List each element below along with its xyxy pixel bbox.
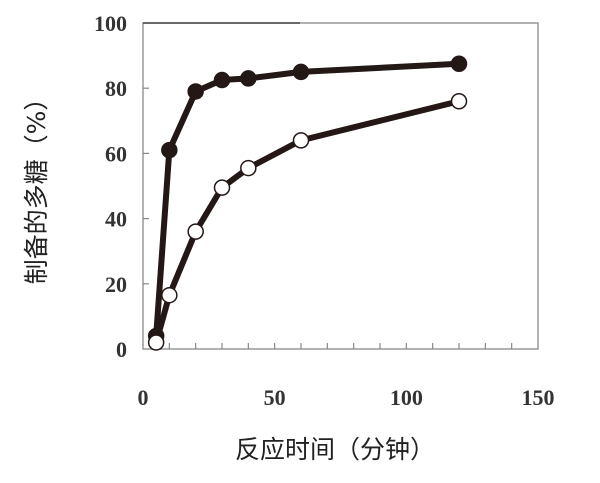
y-tick-label: 0 [116, 337, 127, 362]
x-tick-label: 0 [138, 385, 149, 410]
series-line [153, 60, 460, 337]
data-point [161, 286, 178, 304]
y-tick-label: 40 [105, 207, 127, 232]
data-point [213, 179, 231, 196]
x-tick-label: 50 [264, 385, 286, 410]
data-point [187, 83, 204, 100]
y-tick-label: 100 [94, 11, 127, 36]
data-point [147, 334, 165, 351]
x-tick-label: 100 [390, 385, 423, 410]
x-tick-label: 150 [522, 385, 555, 410]
data-point [450, 92, 468, 110]
data-point [161, 141, 178, 159]
data-point [292, 63, 310, 81]
y-axis-title: 制备的多糖（%） [22, 86, 51, 285]
data-point [213, 71, 231, 89]
plot-frame [142, 22, 539, 350]
data-point [292, 132, 310, 149]
y-tick-label: 20 [105, 272, 127, 297]
y-tick-label: 80 [105, 76, 127, 101]
data-point [240, 70, 257, 87]
data-point [450, 55, 468, 72]
data-point [240, 159, 257, 177]
series-1 [147, 55, 468, 345]
y-tick-label: 60 [105, 141, 127, 166]
series-2 [147, 92, 468, 351]
data-point [187, 223, 204, 240]
x-axis-title: 反应时间（分钟） [235, 435, 435, 464]
